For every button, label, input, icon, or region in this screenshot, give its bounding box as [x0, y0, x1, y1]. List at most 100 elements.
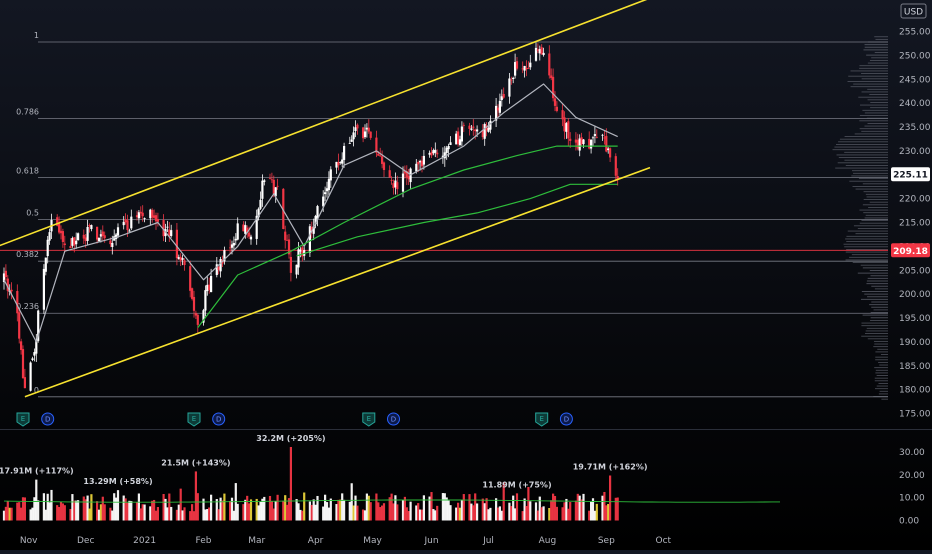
earnings-marker[interactable] — [362, 412, 376, 427]
volume-bar — [354, 495, 357, 521]
candle-body — [223, 250, 226, 262]
earnings-marker[interactable] — [187, 412, 201, 427]
candle-body — [268, 178, 272, 180]
dividend-marker[interactable] — [559, 412, 573, 426]
volume-bar — [289, 446, 292, 521]
volume-tick-label: 10.00 — [899, 494, 925, 504]
volume-bar — [525, 506, 528, 521]
candle-body — [21, 349, 25, 379]
candle-body — [61, 231, 64, 242]
volume-bar — [455, 507, 458, 521]
candle-body — [301, 247, 304, 257]
volume-bar — [434, 510, 437, 521]
volume-axis[interactable]: 0.00 10.00 20.00 30.00 — [899, 448, 925, 527]
candle-body — [314, 216, 317, 225]
price-tick-label: 205.00 — [899, 266, 931, 276]
volume-bar — [430, 492, 433, 521]
volume-bar — [88, 508, 91, 521]
candle-body — [215, 264, 218, 275]
earnings-marker[interactable] — [535, 412, 549, 427]
volume-bar — [310, 504, 313, 521]
volume-bar — [552, 493, 555, 521]
dividend-marker[interactable] — [41, 412, 55, 426]
currency-badge[interactable]: USD — [900, 3, 927, 19]
candle-body — [377, 153, 380, 156]
last-price-badge[interactable] — [891, 167, 930, 182]
price-tick-label: 190.00 — [899, 338, 931, 348]
candle-body — [548, 53, 551, 76]
candle-body — [552, 76, 555, 99]
candle-body — [217, 266, 220, 270]
candle-body — [135, 215, 139, 218]
volume-bar — [449, 505, 452, 521]
candle-body — [417, 162, 420, 165]
time-tick-label: Aug — [539, 536, 557, 546]
candle-body — [578, 138, 581, 151]
volume-bar — [183, 507, 186, 521]
time-tick-label: May — [363, 536, 382, 546]
candle-body — [379, 155, 382, 157]
channel-line-upper[interactable] — [0, 0, 650, 251]
candle-body — [462, 124, 465, 126]
volume-bar — [390, 493, 393, 521]
volume-bar — [137, 493, 140, 521]
candle-body — [257, 208, 260, 218]
volume-pane — [2, 446, 780, 521]
volume-bar — [135, 502, 139, 521]
volume-bar — [116, 490, 120, 521]
dividend-marker[interactable] — [387, 412, 400, 426]
volume-bar — [122, 495, 125, 521]
volume-bar — [96, 501, 99, 521]
volume-bar — [443, 493, 446, 521]
candle-body — [234, 238, 237, 241]
candle-body — [208, 284, 211, 290]
volume-bar — [324, 494, 327, 521]
time-tick-label: Feb — [196, 536, 212, 546]
time-axis[interactable]: Nov Dec 2021 Feb Mar Apr May Jun Jul Aug Sep Oct — [20, 536, 672, 546]
volume-bar — [593, 510, 596, 521]
volume-annotation: 13.29M (+58%) — [83, 477, 152, 486]
candle-body — [468, 125, 471, 129]
volume-bar — [274, 501, 277, 521]
dividend-marker[interactable] — [212, 412, 226, 426]
volume-bar — [496, 507, 500, 521]
volume-bar — [284, 495, 287, 521]
volume-bar — [407, 511, 410, 521]
volume-bar — [553, 495, 557, 521]
volume-bar — [375, 493, 378, 521]
volume-bar — [483, 503, 486, 521]
candle-body — [183, 260, 186, 266]
candle-body — [476, 129, 479, 132]
marked-price-badge[interactable] — [891, 243, 930, 258]
candle-body — [352, 132, 355, 140]
volume-bar — [202, 498, 205, 521]
volume-bar — [73, 500, 76, 521]
volume-bar — [381, 505, 384, 521]
candle-body — [299, 249, 302, 252]
volume-bar — [33, 497, 36, 521]
candle-body — [609, 148, 612, 158]
volume-bar — [301, 510, 304, 521]
candle-body — [607, 148, 610, 151]
volume-bar — [58, 507, 61, 521]
volume-bar — [396, 504, 399, 521]
volume-bar — [236, 503, 239, 521]
volume-bar — [10, 507, 13, 521]
volume-bar — [56, 505, 59, 521]
volume-bar — [322, 506, 325, 521]
volume-bar — [168, 493, 171, 521]
channel-line-lower[interactable] — [24, 166, 651, 398]
volume-bar — [46, 493, 49, 521]
volume-bar — [392, 503, 395, 521]
price-axis[interactable]: 175.00 180.00 185.00 190.00 195.00 200.00 205.… — [891, 28, 931, 420]
candle-body — [63, 243, 66, 246]
volume-bar — [97, 509, 101, 521]
volume-bar — [308, 501, 311, 521]
candle-body — [23, 377, 26, 389]
earnings-marker[interactable] — [16, 412, 30, 427]
time-tick-label: 2021 — [133, 536, 156, 546]
channel-lines[interactable] — [0, 0, 651, 398]
